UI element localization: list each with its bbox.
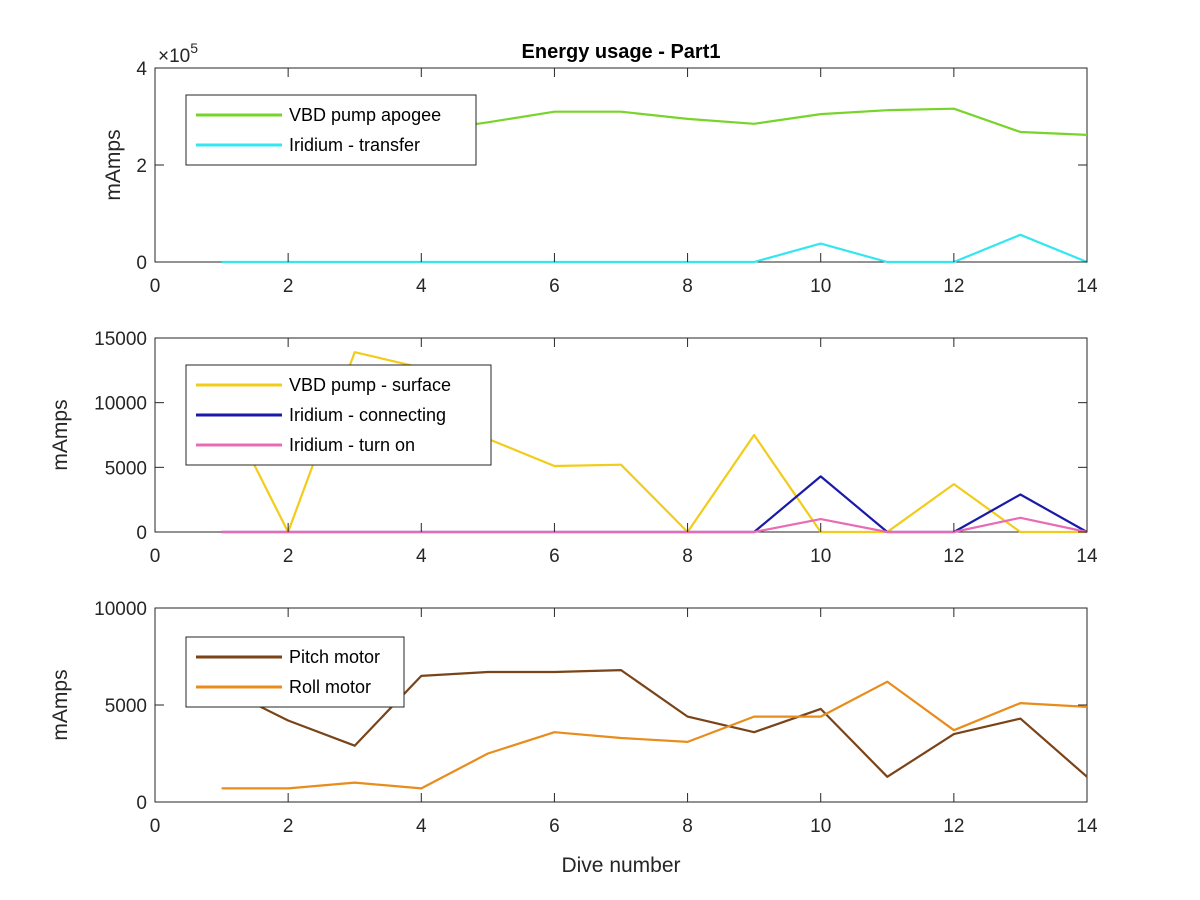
y-tick-label: 0 [136, 793, 147, 814]
y-axis-label: mAmps [49, 669, 72, 740]
legend-box [185, 636, 405, 708]
x-tick-label: 2 [283, 816, 294, 837]
y-tick-label: 10000 [94, 599, 147, 620]
x-tick-label: 0 [150, 276, 161, 297]
legend: Pitch motor Roll motor [185, 636, 405, 708]
y-tick-label: 5000 [105, 696, 147, 717]
x-tick-label: 4 [416, 546, 427, 567]
x-tick-label: 4 [416, 276, 427, 297]
x-axis-label: Dive number [561, 854, 680, 877]
y-tick-label: 15000 [94, 329, 147, 350]
x-tick-label: 10 [810, 816, 831, 837]
x-tick-label: 12 [943, 816, 964, 837]
legend: VBD pump - surface Iridium - connecting Ir… [185, 364, 492, 466]
x-tick-label: 6 [549, 816, 560, 837]
x-tick-label: 14 [1076, 546, 1098, 567]
series-line-pitch-motor [221, 668, 1088, 778]
x-tick-label: 6 [549, 546, 560, 567]
series-line-roll-motor [221, 680, 1088, 790]
legend-entry: Iridium - turn on [289, 435, 415, 455]
y-exponent-base: ×10 [158, 46, 190, 67]
x-tick-label: 0 [150, 546, 161, 567]
chart-2: 0 2 4 6 8 10 12 14 0 5000 10000 15000 mAmps VBD pump … [49, 329, 1098, 567]
y-exponent-power: 5 [190, 40, 198, 56]
x-tick-label: 8 [682, 816, 693, 837]
x-tick-label: 10 [810, 276, 831, 297]
legend-box [185, 94, 477, 166]
x-tick-label: 10 [810, 546, 831, 567]
legend-entry: VBD pump - surface [289, 375, 451, 395]
y-exponent-label: ×105 [158, 40, 198, 67]
charts: 0 2 4 6 8 10 12 14 0 2 4 ×105 mAmps Energy usage - Pa… [49, 40, 1098, 877]
legend-entry: VBD pump apogee [289, 105, 441, 125]
x-tick-label: 2 [283, 276, 294, 297]
legend-entry: Roll motor [289, 677, 371, 697]
legend-entry: Iridium - connecting [289, 405, 446, 425]
y-tick-label: 0 [136, 523, 147, 544]
chart-1: 0 2 4 6 8 10 12 14 0 2 4 ×105 mAmps Energy usage - Pa… [102, 40, 1098, 297]
y-tick-label: 4 [136, 59, 147, 80]
y-tick-label: 5000 [105, 458, 147, 479]
y-tick-label: 10000 [94, 394, 147, 415]
x-tick-label: 0 [150, 816, 161, 837]
legend-entry: Pitch motor [289, 647, 380, 667]
y-axis-label: mAmps [49, 399, 72, 470]
x-tick-label: 8 [682, 276, 693, 297]
legend-entry: Iridium - transfer [289, 135, 420, 155]
y-tick-label: 0 [136, 253, 147, 274]
series-line-iridium-transfer [221, 233, 1088, 264]
x-tick-label: 12 [943, 276, 964, 297]
x-tick-label: 12 [943, 546, 964, 567]
y-axis-label: mAmps [102, 129, 125, 200]
x-tick-label: 14 [1076, 816, 1098, 837]
chart-3: 0 2 4 6 8 10 12 14 0 5000 10000 mAmps Dive number Pit… [49, 599, 1098, 877]
y-tick-label: 2 [136, 156, 147, 177]
x-tick-label: 6 [549, 276, 560, 297]
x-tick-label: 4 [416, 816, 427, 837]
chart-title: Energy usage - Part1 [522, 41, 721, 63]
series-line-vbd-pump-surface [220, 351, 1087, 534]
x-tick-label: 2 [283, 546, 294, 567]
series-line-iridium-turn-on [221, 516, 1088, 534]
x-tick-label: 14 [1076, 276, 1098, 297]
x-tick-label: 8 [682, 546, 693, 567]
legend: VBD pump apogee Iridium - transfer [185, 94, 477, 166]
